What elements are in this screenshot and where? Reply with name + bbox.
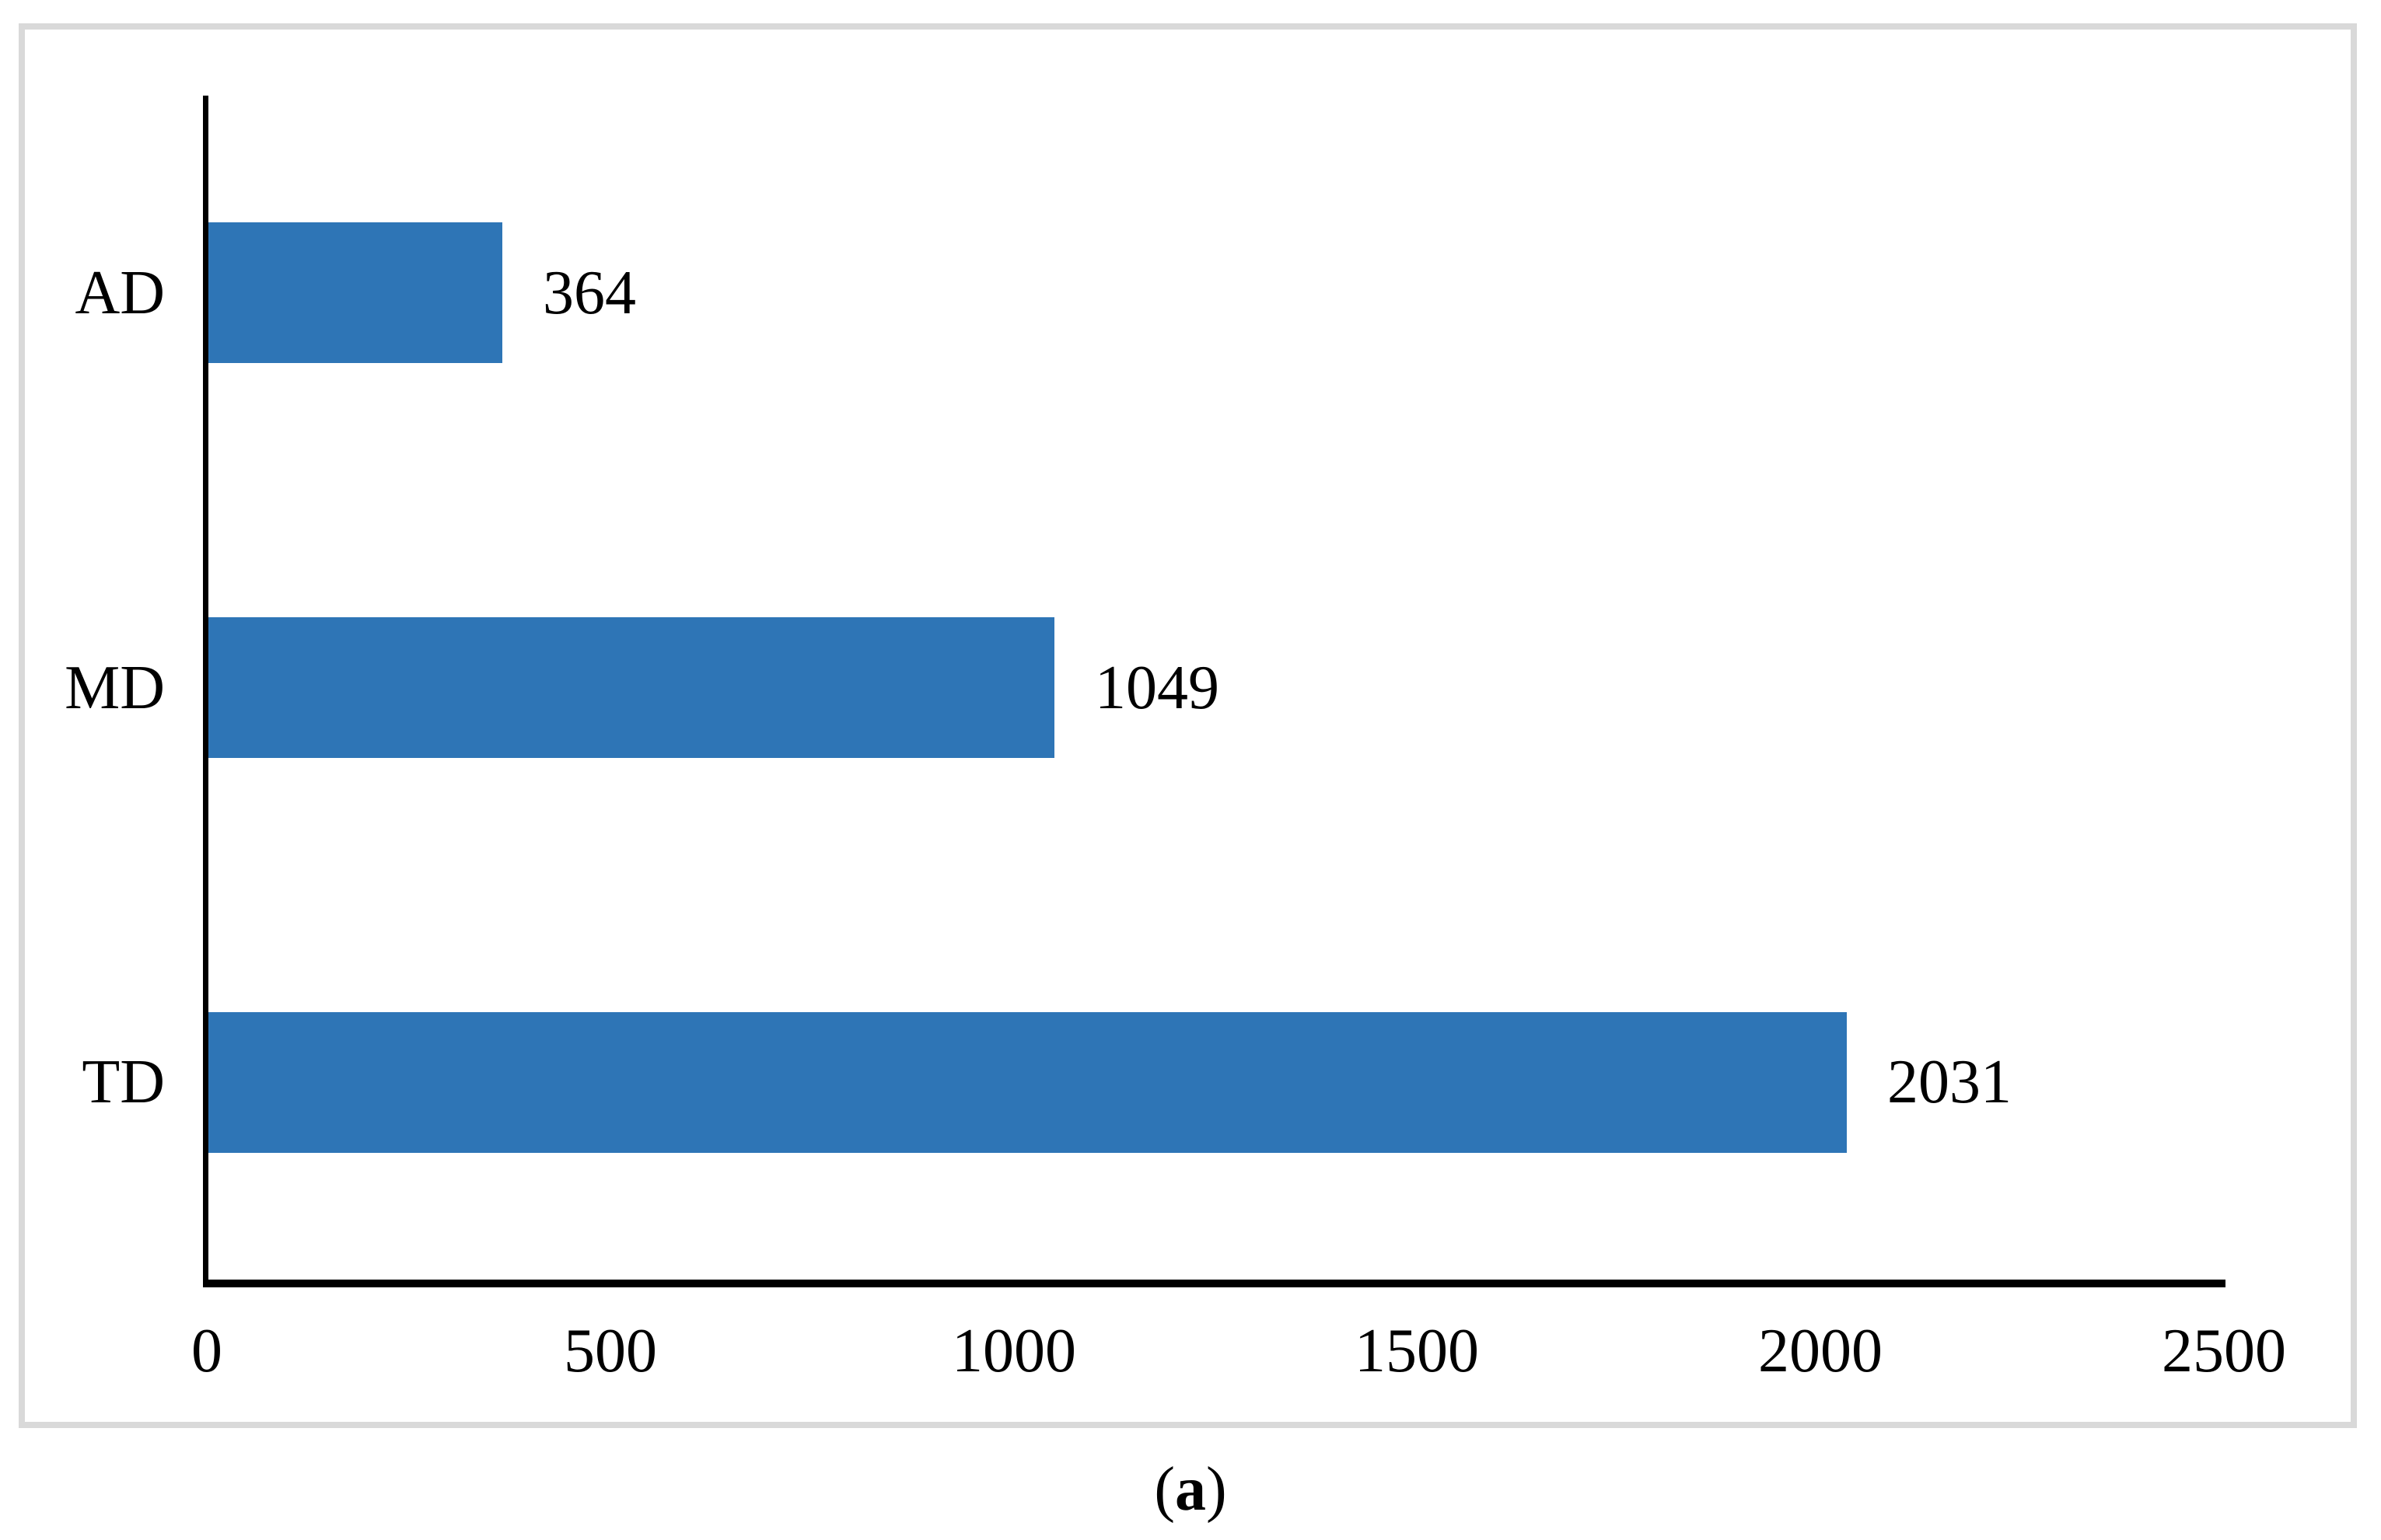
category-label: AD [75,258,165,327]
value-label: 1049 [1095,653,1219,722]
value-label: 2031 [1887,1048,2012,1117]
category-label: TD [82,1048,165,1117]
y-axis-line [203,96,208,1287]
caption-close-paren: ) [1206,1455,1227,1524]
x-tick-label: 2500 [2162,1317,2286,1385]
bar [208,617,1054,758]
value-label: 364 [543,258,636,327]
caption-open-paren: ( [1154,1455,1175,1524]
x-tick-label: 2000 [1758,1317,1883,1385]
bar [208,1012,1847,1153]
x-tick-label: 1500 [1355,1317,1479,1385]
x-axis-line [203,1280,2225,1287]
x-tick-label: 500 [564,1317,657,1385]
figure-caption: (a) [1154,1458,1226,1521]
category-label: MD [65,653,165,722]
bar [208,222,502,363]
caption-letter: a [1175,1455,1206,1524]
x-tick-label: 1000 [952,1317,1076,1385]
x-tick-label: 0 [191,1317,222,1385]
